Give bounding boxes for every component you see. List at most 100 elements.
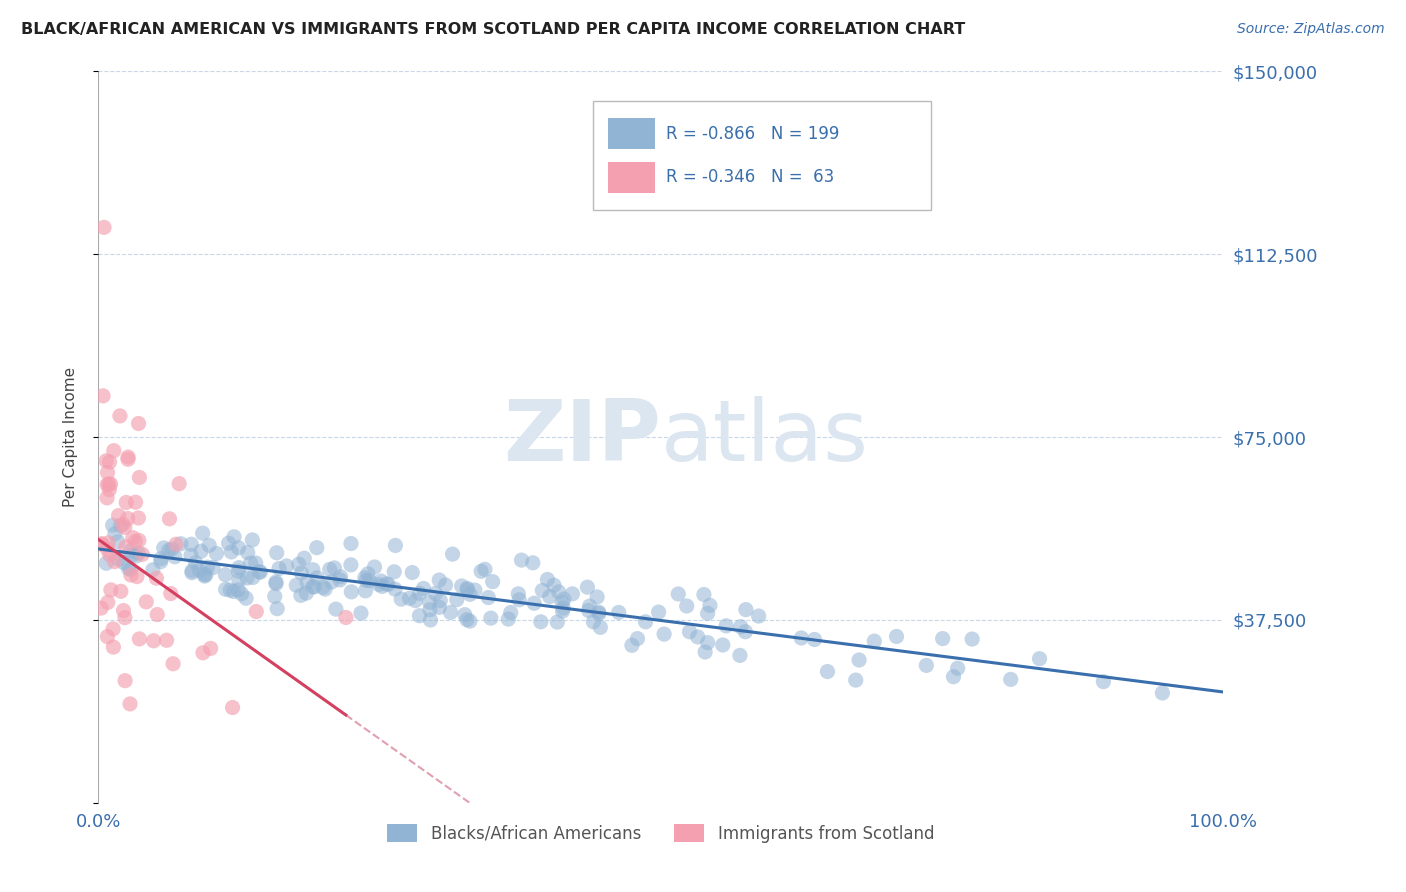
Point [711,638,734,652]
Point [122,531,145,545]
Point [146,607,169,622]
Point [101,622,124,636]
Point [117,511,139,525]
Point [1152,686,1174,700]
Point [456,582,478,597]
Point [354,574,377,588]
Point [218,536,240,550]
Point [304,580,326,594]
Point [728,648,751,663]
Point [371,579,394,593]
Point [127,511,149,525]
Point [108,409,131,423]
Point [198,538,221,552]
Point [915,658,938,673]
Point [107,508,129,523]
Point [886,630,908,644]
Point [588,605,610,619]
Point [547,585,569,599]
Point [124,495,146,509]
Point [634,615,657,629]
Point [96,556,118,570]
Point [450,579,472,593]
Point [263,590,285,604]
Point [231,587,253,601]
FancyBboxPatch shape [593,101,931,211]
Point [114,540,136,554]
Point [474,562,496,576]
Point [510,553,533,567]
Point [112,604,135,618]
Point [576,580,599,594]
Point [93,220,115,235]
Point [190,544,212,558]
Point [586,590,609,604]
Point [1092,674,1115,689]
Point [314,582,336,596]
Point [408,608,430,623]
Point [191,646,214,660]
Point [295,575,318,590]
Point [377,577,399,591]
Point [202,560,225,574]
Point [607,606,630,620]
Point [194,567,217,582]
Point [553,592,575,607]
Point [152,541,174,555]
Point [221,545,243,559]
Point [91,389,114,403]
Point [323,561,346,575]
FancyBboxPatch shape [607,118,655,149]
Point [142,563,165,577]
Point [666,587,689,601]
Point [288,558,311,572]
Point [357,566,380,581]
Point [112,556,135,570]
Point [589,620,612,634]
Point [96,630,118,644]
Point [249,565,271,579]
Point [427,600,450,615]
Point [325,602,347,616]
Point [686,630,709,644]
Point [104,526,127,541]
Point [128,632,150,646]
Point [180,537,202,551]
Point [96,454,118,468]
Point [335,610,357,624]
Point [561,587,583,601]
Point [184,556,207,570]
Point [115,495,138,509]
Point [350,606,373,620]
Point [429,593,451,607]
Point [530,615,553,629]
Point [578,603,600,617]
FancyBboxPatch shape [607,162,655,193]
Point [159,586,181,600]
Point [946,661,969,675]
Point [97,536,120,550]
Point [441,547,464,561]
Point [264,576,287,591]
Point [150,551,173,566]
Point [96,542,118,557]
Point [470,565,492,579]
Point [546,615,568,629]
Point [389,592,412,607]
Text: R = -0.866   N = 199: R = -0.866 N = 199 [666,125,839,143]
Point [149,555,172,569]
Point [522,556,544,570]
Text: ZIP: ZIP [503,395,661,479]
Point [693,588,716,602]
Point [131,547,153,561]
Point [264,575,287,590]
Point [790,631,813,645]
Point [458,614,481,628]
Point [538,590,561,604]
Point [100,477,122,491]
Point [301,580,323,594]
Point [155,633,177,648]
Point [367,577,389,591]
Point [1000,673,1022,687]
Point [128,470,150,484]
